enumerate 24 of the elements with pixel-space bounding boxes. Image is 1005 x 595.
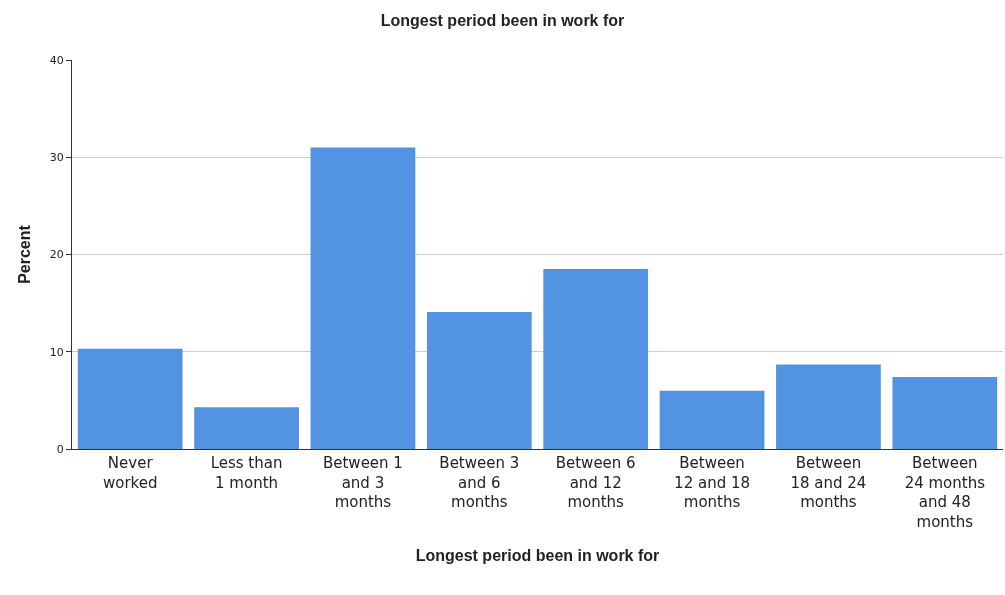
x-axis-title: Longest period been in work for xyxy=(415,547,660,565)
chart-title: Longest period been in work for xyxy=(380,12,625,30)
bar xyxy=(77,348,183,449)
y-tick-label: 10 xyxy=(49,345,64,359)
y-tick-label: 30 xyxy=(49,151,64,165)
x-tick-label: Between 1 and 3 months xyxy=(322,454,403,511)
x-tick-label: Between 12 and 18 months xyxy=(674,454,751,511)
bar xyxy=(659,390,765,449)
bar xyxy=(194,407,299,449)
x-tick-label: Between 6 and 12 months xyxy=(555,454,636,511)
x-tick-label: Never worked xyxy=(102,454,158,492)
x-tick-label: Between 3 and 6 months xyxy=(439,454,520,511)
x-tick-label: Between 18 and 24 months xyxy=(790,454,867,511)
bar xyxy=(543,269,649,449)
bar xyxy=(776,364,881,449)
x-tick-label: Between 24 months and 48 months xyxy=(904,454,986,531)
y-tick-label: 40 xyxy=(49,53,64,67)
bar xyxy=(310,147,416,449)
y-axis-title: Percent xyxy=(15,224,33,284)
y-tick-label: 0 xyxy=(56,442,64,456)
y-tick-label: 20 xyxy=(49,248,64,262)
x-tick-label: Less than 1 month xyxy=(210,454,283,492)
bar xyxy=(892,377,998,449)
bar xyxy=(426,311,532,449)
